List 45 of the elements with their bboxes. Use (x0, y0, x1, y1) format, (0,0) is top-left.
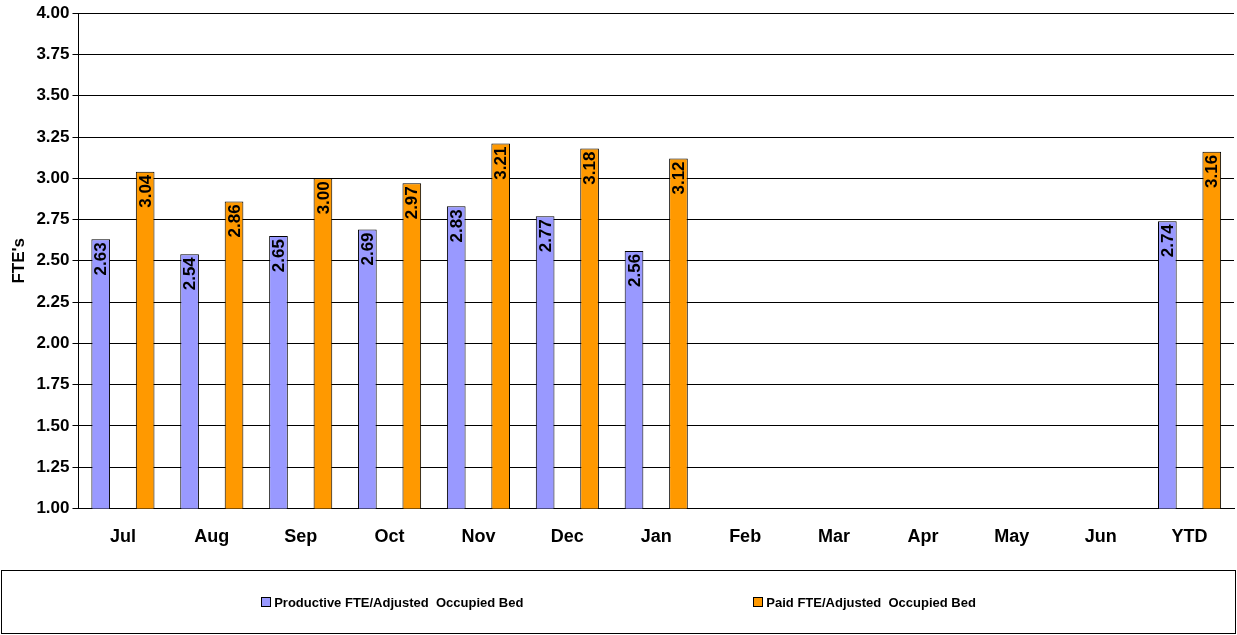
y-tick-label: 1.00 (36, 498, 70, 518)
x-tick-label: Jun (1084, 526, 1117, 547)
data-label: 2.54 (180, 256, 200, 291)
x-tick-label: Nov (461, 526, 496, 547)
x-tick-label: Feb (729, 526, 762, 547)
x-tick-label: Dec (550, 526, 584, 547)
y-tick-label: 4.00 (36, 2, 70, 22)
y-tick-label: 1.25 (36, 456, 70, 476)
x-tick-label: May (994, 526, 1030, 547)
data-label: 2.77 (535, 219, 555, 253)
y-tick-label: 1.50 (36, 415, 70, 435)
x-tick-label: Apr (907, 526, 939, 547)
data-label: 2.63 (91, 242, 111, 276)
y-tick-label: 3.00 (36, 167, 70, 187)
data-label: 2.97 (402, 186, 422, 220)
y-tick-label: 2.75 (36, 209, 70, 229)
data-label: 2.65 (269, 239, 289, 273)
y-tick-label: 1.75 (36, 374, 70, 394)
x-tick-label: YTD (1171, 526, 1208, 547)
data-label: 3.12 (669, 161, 689, 195)
data-label: 2.86 (224, 204, 244, 238)
data-label: 3.16 (1202, 154, 1222, 188)
y-tick-label: 2.50 (36, 250, 70, 270)
x-tick-label: Mar (818, 526, 851, 547)
data-label: 2.74 (1158, 223, 1178, 258)
legend-label: Paid FTE/Adjusted Occupied Bed (766, 594, 976, 610)
data-label: 2.83 (446, 209, 466, 243)
y-tick-label: 2.00 (36, 333, 70, 353)
y-tick-label: 3.25 (36, 126, 70, 146)
y-tick-label: 3.50 (36, 85, 70, 105)
data-label: 3.00 (313, 181, 333, 215)
y-tick-label: 3.75 (36, 44, 70, 64)
data-label: 3.04 (135, 174, 155, 208)
x-tick-label: Sep (284, 526, 318, 547)
legend-label: Productive FTE/Adjusted Occupied Bed (274, 594, 524, 610)
y-tick-label: 2.25 (36, 291, 70, 311)
data-label: 2.56 (624, 253, 644, 287)
x-tick-label: Jul (109, 526, 136, 547)
y-axis-title: FTE's (8, 238, 28, 284)
x-tick-label: Jan (640, 526, 672, 547)
x-tick-label: Oct (374, 526, 405, 547)
x-tick-label: Aug (194, 526, 230, 547)
data-label: 3.21 (491, 146, 511, 180)
data-label: 3.18 (580, 151, 600, 185)
data-label: 2.69 (358, 232, 378, 266)
